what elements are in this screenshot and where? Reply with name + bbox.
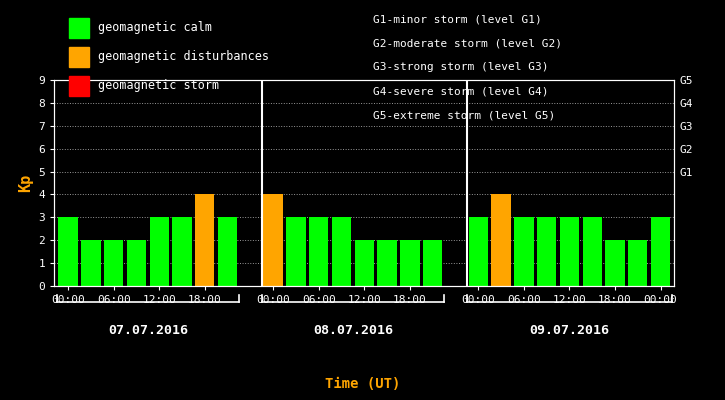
Text: 08.07.2016: 08.07.2016 xyxy=(313,324,393,336)
Text: 09.07.2016: 09.07.2016 xyxy=(529,324,610,336)
Y-axis label: Kp: Kp xyxy=(18,174,33,192)
Text: Time (UT): Time (UT) xyxy=(325,377,400,391)
Text: geomagnetic storm: geomagnetic storm xyxy=(98,79,219,92)
Text: G1-minor storm (level G1): G1-minor storm (level G1) xyxy=(373,14,542,24)
Bar xyxy=(127,240,146,286)
Bar xyxy=(81,240,101,286)
Bar xyxy=(651,217,670,286)
Text: G3-strong storm (level G3): G3-strong storm (level G3) xyxy=(373,62,549,72)
Bar xyxy=(628,240,647,286)
Bar xyxy=(332,217,351,286)
Bar xyxy=(605,240,625,286)
Bar xyxy=(309,217,328,286)
Bar xyxy=(218,217,237,286)
Text: geomagnetic calm: geomagnetic calm xyxy=(98,22,212,34)
Bar xyxy=(195,194,215,286)
Bar xyxy=(468,217,488,286)
Bar xyxy=(423,240,442,286)
Bar xyxy=(514,217,534,286)
Bar xyxy=(537,217,556,286)
Bar xyxy=(263,194,283,286)
Bar xyxy=(355,240,374,286)
Text: 07.07.2016: 07.07.2016 xyxy=(108,324,188,336)
Bar xyxy=(149,217,169,286)
Bar xyxy=(173,217,191,286)
Bar xyxy=(286,217,306,286)
Bar xyxy=(59,217,78,286)
Bar xyxy=(582,217,602,286)
Bar xyxy=(104,240,123,286)
Text: geomagnetic disturbances: geomagnetic disturbances xyxy=(98,50,269,63)
Bar xyxy=(378,240,397,286)
Bar xyxy=(400,240,420,286)
Bar xyxy=(560,217,579,286)
Text: G5-extreme storm (level G5): G5-extreme storm (level G5) xyxy=(373,110,555,120)
Bar xyxy=(492,194,510,286)
Text: G4-severe storm (level G4): G4-severe storm (level G4) xyxy=(373,86,549,96)
Text: G2-moderate storm (level G2): G2-moderate storm (level G2) xyxy=(373,38,563,48)
